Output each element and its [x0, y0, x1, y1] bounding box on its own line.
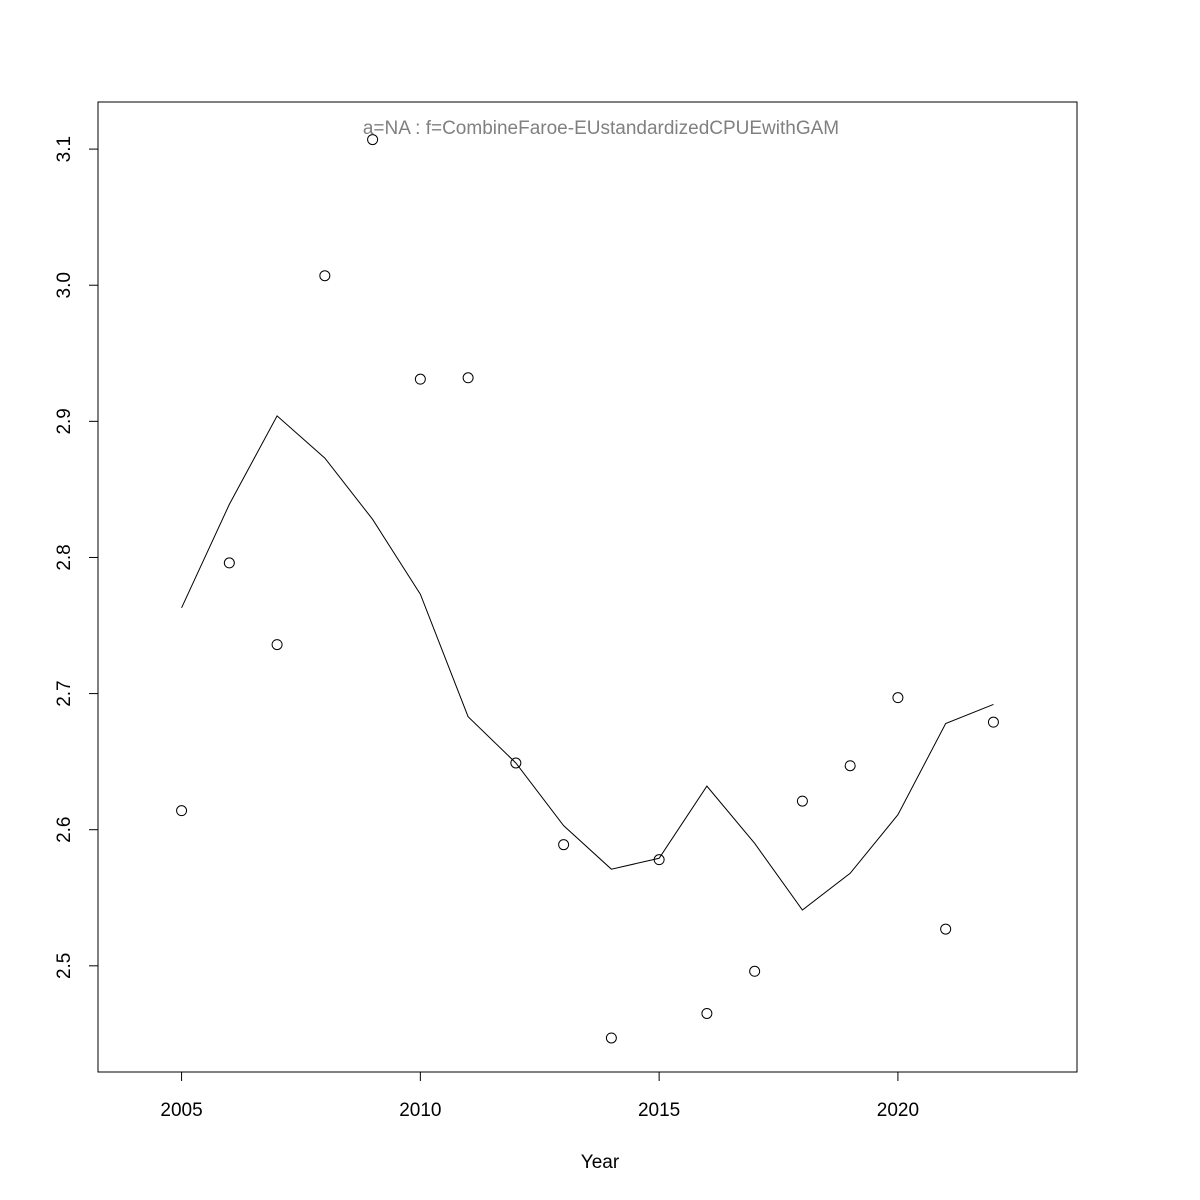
- data-point: [319, 270, 331, 282]
- x-axis-label: Year: [581, 1152, 620, 1173]
- trend-line: [181, 415, 994, 911]
- data-point: [510, 757, 522, 769]
- data-point: [749, 965, 761, 977]
- data-point: [892, 692, 904, 704]
- data-point: [701, 1007, 713, 1019]
- y-tick-label: 2.6: [54, 816, 75, 842]
- data-point: [271, 639, 283, 651]
- x-tick-label: 2020: [877, 1100, 919, 1121]
- y-tick-label: 2.8: [54, 544, 75, 570]
- data-point: [844, 760, 856, 772]
- y-tick-label: 3.0: [54, 272, 75, 298]
- x-tick-label: 2005: [160, 1100, 202, 1121]
- data-point: [462, 372, 474, 384]
- data-point: [605, 1032, 617, 1044]
- y-tick-label: 3.1: [54, 136, 75, 162]
- x-tick-label: 2010: [399, 1100, 441, 1121]
- y-tick-label: 2.5: [54, 953, 75, 979]
- y-tick-label: 2.9: [54, 408, 75, 434]
- data-point: [558, 839, 570, 851]
- data-point: [414, 373, 426, 385]
- data-point: [940, 923, 952, 935]
- data-point: [987, 716, 999, 728]
- data-point: [796, 795, 808, 807]
- x-tick-label: 2015: [638, 1100, 680, 1121]
- annotation: a=NA : f=CombineFaroe-EUstandardizedCPUE…: [363, 118, 839, 139]
- data-point: [367, 134, 379, 146]
- data-point: [223, 557, 235, 569]
- y-tick-label: 2.7: [54, 680, 75, 706]
- data-point: [176, 805, 188, 817]
